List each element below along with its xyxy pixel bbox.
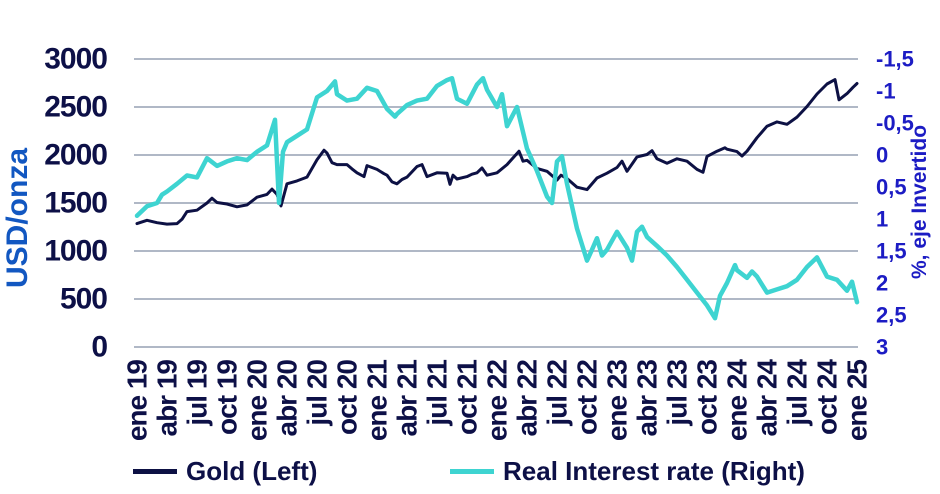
legend-label-gold: Gold (Left) xyxy=(186,456,318,486)
x-axis-tick-label: abr 20 xyxy=(272,360,303,437)
x-axis-tick-label: oct 20 xyxy=(332,360,363,435)
x-axis-tick-label: abr 21 xyxy=(392,360,423,437)
real-rate-line[interactable] xyxy=(134,75,860,321)
gold-line-swatch xyxy=(133,469,177,474)
x-axis-tick-label: ene 25 xyxy=(842,360,873,442)
x-axis-tick-label: oct 22 xyxy=(572,360,603,435)
left-axis-tick-label: 0 xyxy=(91,331,107,364)
right-axis-tick-label: 3 xyxy=(876,335,888,360)
real-rate-line-swatch xyxy=(450,469,494,474)
x-axis-tick-label: ene 24 xyxy=(722,359,753,442)
x-axis-tick-label: jul 22 xyxy=(542,360,573,427)
x-axis-tick-label: ene 21 xyxy=(362,360,393,442)
right-axis-tick-label: 0 xyxy=(876,143,888,168)
gold-line[interactable] xyxy=(135,78,859,226)
legend-item-gold[interactable]: Gold (Left) xyxy=(133,456,317,487)
left-axis-tick-label: 1500 xyxy=(44,187,107,220)
right-axis-tick-label: 1 xyxy=(876,207,888,232)
right-axis-tick-label: 2,5 xyxy=(876,303,907,328)
x-axis-tick-label: oct 24 xyxy=(812,359,843,435)
x-axis-tick-label: jul 20 xyxy=(302,360,333,427)
x-axis-tick-label: jul 19 xyxy=(182,360,213,427)
x-axis-tick-label: jul 23 xyxy=(662,360,693,427)
legend-label-real-rate: Real Interest rate (Right) xyxy=(503,456,805,486)
right-axis-tick-label: -0,5 xyxy=(876,111,914,136)
x-axis-tick-label: oct 19 xyxy=(212,360,243,435)
x-axis-tick-label: ene 20 xyxy=(242,360,273,442)
right-axis-tick-label: 0,5 xyxy=(876,175,907,200)
right-axis-tick-label: -1,5 xyxy=(876,47,914,72)
right-axis-tick-label: 2 xyxy=(876,271,888,296)
x-axis-tick-label: abr 24 xyxy=(752,359,783,437)
x-axis-tick-label: oct 23 xyxy=(692,360,723,435)
x-axis-tick-label: abr 22 xyxy=(512,360,543,437)
x-axis-tick-label: ene 22 xyxy=(482,360,513,442)
x-axis-tick-label: ene 19 xyxy=(122,360,153,442)
left-axis-tick-label: 3000 xyxy=(44,43,107,76)
right-axis-title: %, eje Invertido xyxy=(908,125,931,279)
x-axis-tick-label: abr 19 xyxy=(152,360,183,437)
x-axis-tick-label: jul 21 xyxy=(422,360,453,427)
x-axis-tick-label: oct 21 xyxy=(452,360,483,435)
left-axis-tick-label: 2000 xyxy=(44,139,107,172)
legend-item-real-rate[interactable]: Real Interest rate (Right) xyxy=(450,456,805,487)
x-axis-tick-label: ene 23 xyxy=(602,360,633,442)
left-axis-tick-label: 2500 xyxy=(44,91,107,124)
x-axis-tick-label: abr 23 xyxy=(632,360,663,437)
left-axis-tick-label: 1000 xyxy=(44,235,107,268)
right-axis-tick-label: -1 xyxy=(876,79,896,104)
left-axis-title: USD/onza xyxy=(1,148,34,288)
right-axis-tick-label: 1,5 xyxy=(876,239,907,264)
left-axis-tick-label: 500 xyxy=(60,283,107,316)
x-axis-tick-label: jul 24 xyxy=(782,359,813,427)
